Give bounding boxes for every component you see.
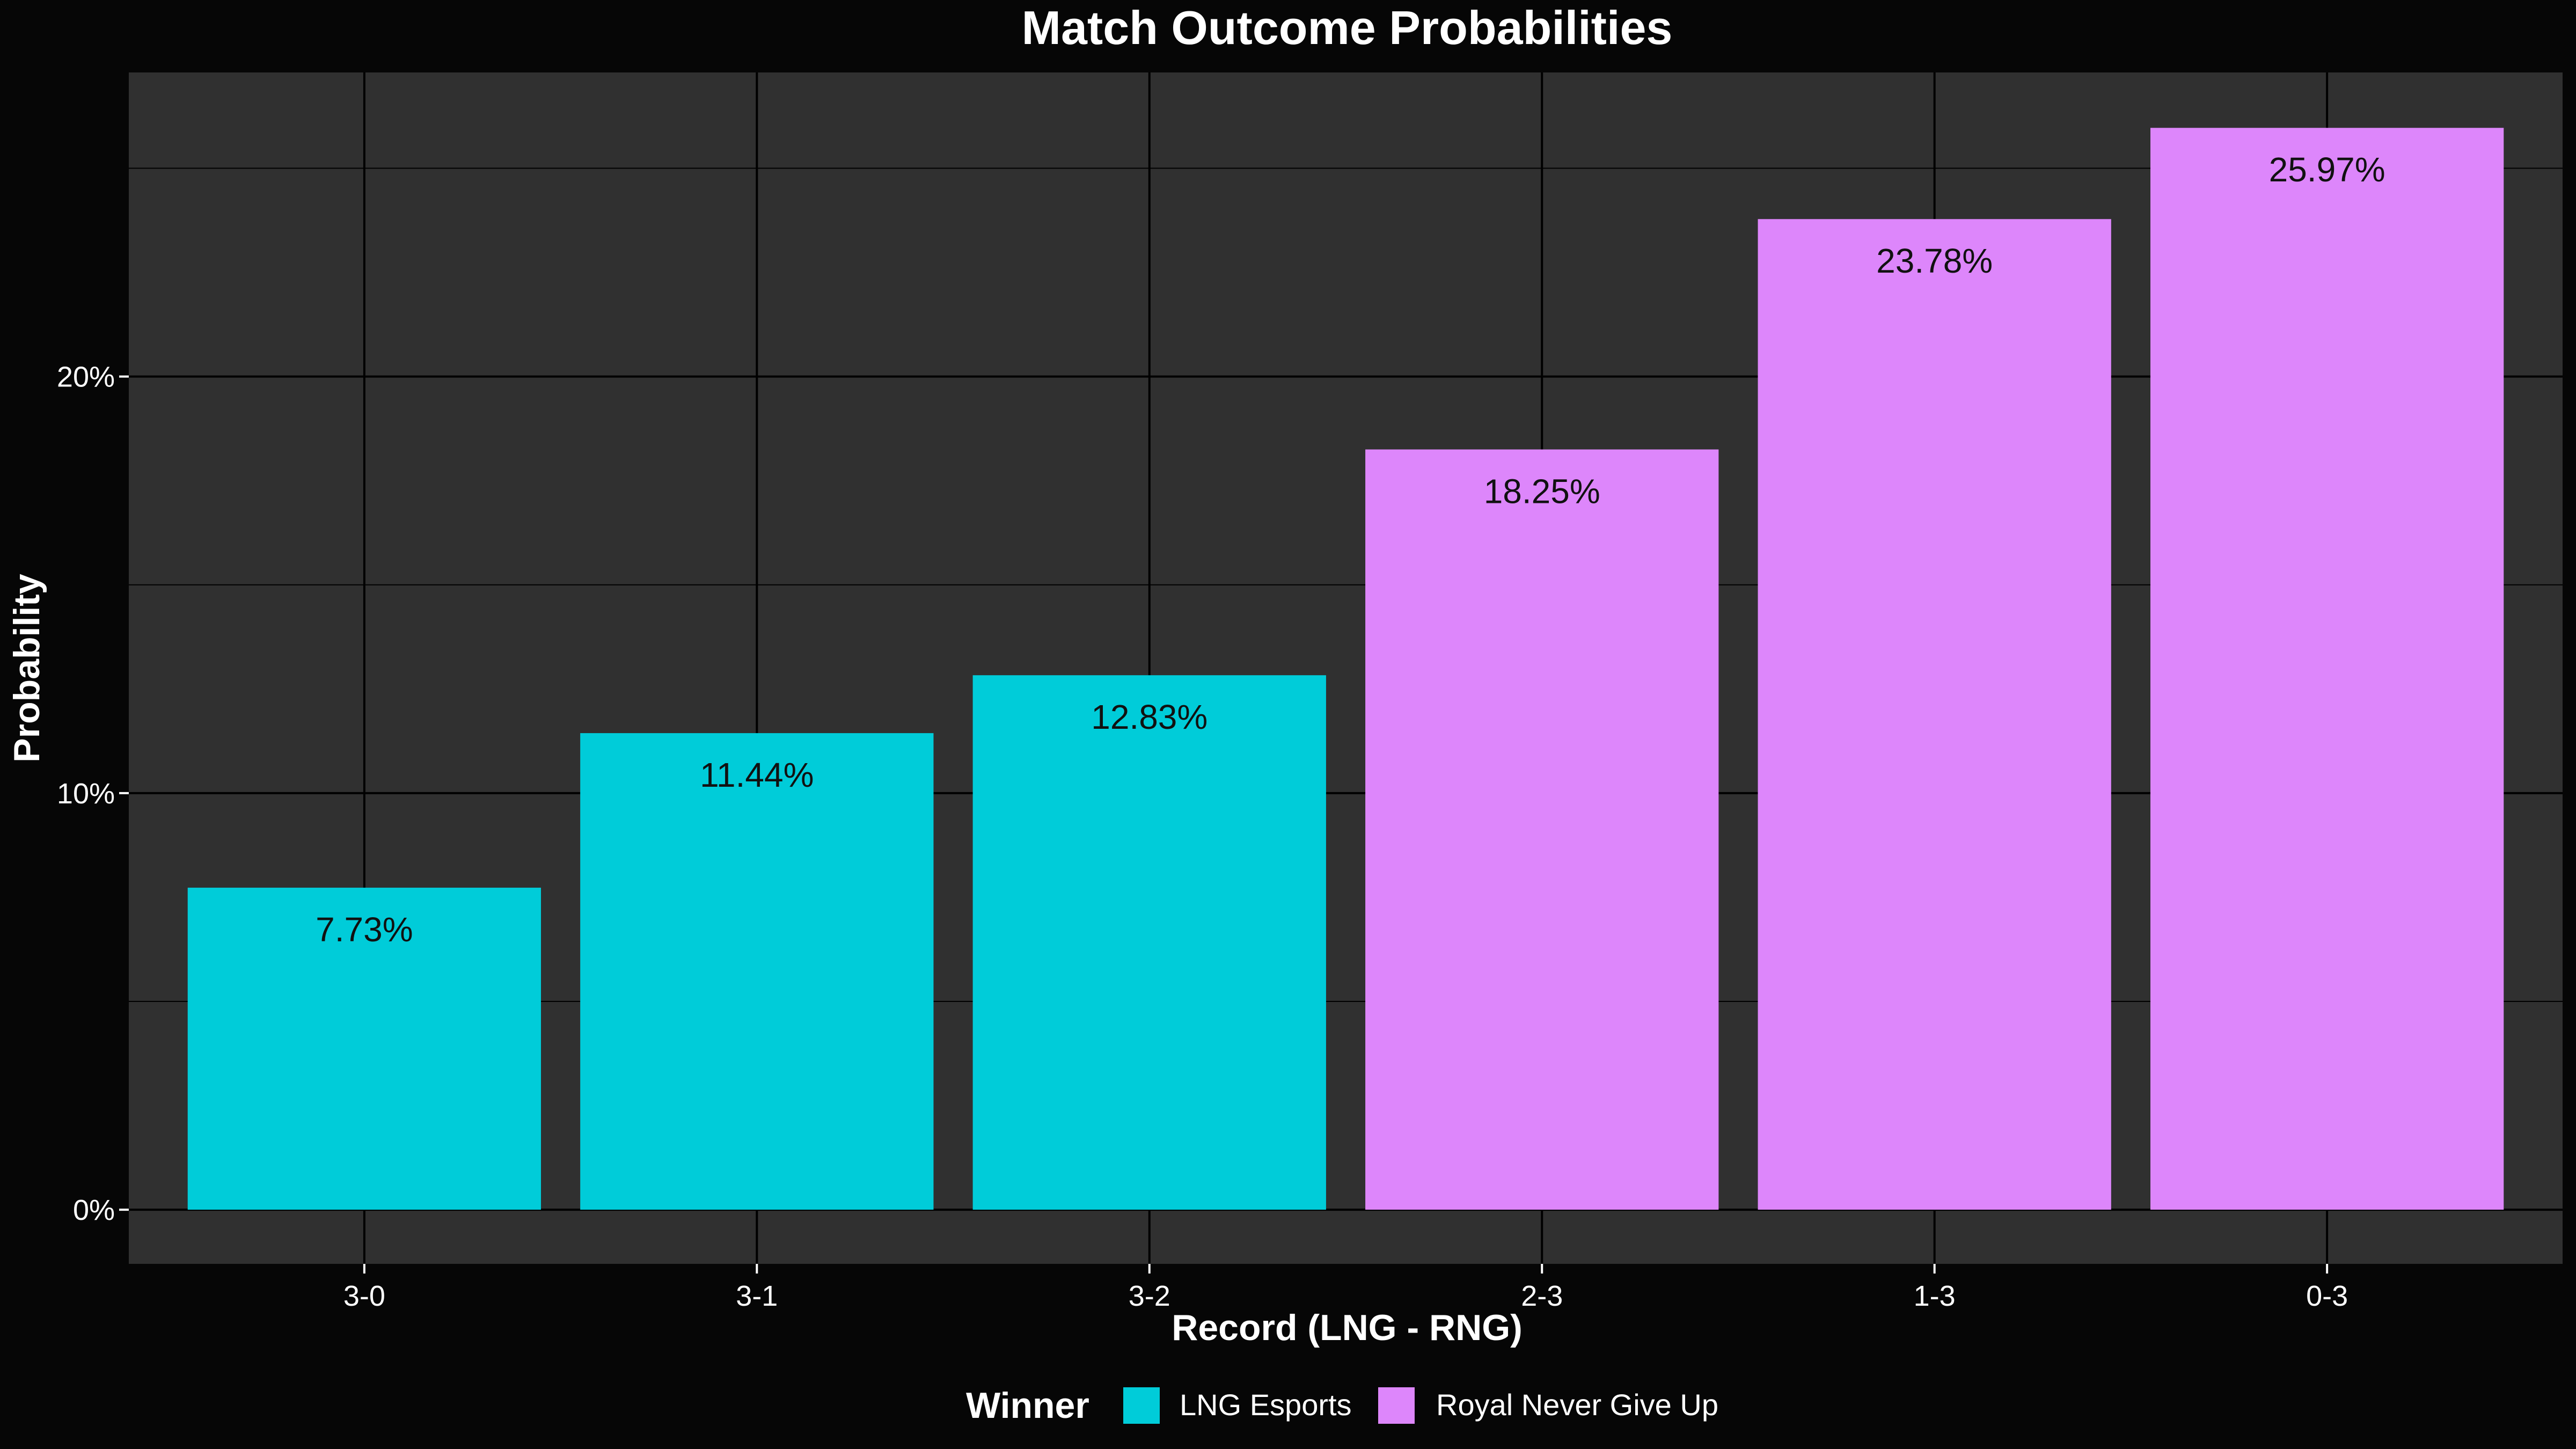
x-tick-label-0-3: 0-3 — [2306, 1280, 2348, 1312]
x-tick-label-3-2: 3-2 — [1129, 1280, 1170, 1312]
bar-3-2 — [972, 675, 1326, 1210]
legend-label-royal-never-give-up: Royal Never Give Up — [1436, 1388, 1718, 1422]
data-labels: 7.73% 11.44% 12.83% 18.25% 23.78% 25.97% — [316, 150, 2385, 949]
bar-0-3 — [2150, 128, 2504, 1210]
legend-label-lng-esports: LNG Esports — [1180, 1388, 1352, 1422]
legend-title: Winner — [966, 1385, 1089, 1426]
x-tick-label-3-1: 3-1 — [736, 1280, 778, 1312]
x-tick-label-1-3: 1-3 — [1914, 1280, 1956, 1312]
legend-swatch-lng-esports — [1123, 1387, 1160, 1424]
data-label-3-1: 11.44% — [700, 756, 814, 794]
legend: Winner LNG Esports Royal Never Give Up — [966, 1385, 1718, 1426]
bar-3-1 — [580, 733, 934, 1210]
bar-1-3 — [1758, 219, 2111, 1210]
data-label-0-3: 25.97% — [2269, 150, 2385, 189]
x-axis: 3-0 3-1 3-2 2-3 1-3 0-3 — [343, 1264, 2348, 1312]
y-tick-label-20: 20% — [57, 361, 115, 393]
x-axis-title: Record (LNG - RNG) — [1172, 1307, 1523, 1348]
data-label-2-3: 18.25% — [1484, 472, 1600, 510]
y-tick-label-0: 0% — [73, 1194, 115, 1226]
x-tick-label-3-0: 3-0 — [343, 1280, 385, 1312]
y-tick-label-10: 10% — [57, 778, 115, 810]
y-axis: 0% 10% 20% — [57, 361, 129, 1226]
data-label-3-0: 7.73% — [316, 910, 413, 949]
x-tick-label-2-3: 2-3 — [1521, 1280, 1563, 1312]
data-label-1-3: 23.78% — [1876, 241, 1993, 280]
chart-title: Match Outcome Probabilities — [1022, 1, 1673, 54]
bar-2-3 — [1365, 449, 1719, 1210]
data-label-3-2: 12.83% — [1091, 698, 1208, 736]
bar-3-0 — [187, 888, 541, 1210]
bars — [187, 128, 2504, 1210]
y-axis-title: Probability — [6, 574, 47, 763]
legend-swatch-royal-never-give-up — [1378, 1387, 1415, 1424]
